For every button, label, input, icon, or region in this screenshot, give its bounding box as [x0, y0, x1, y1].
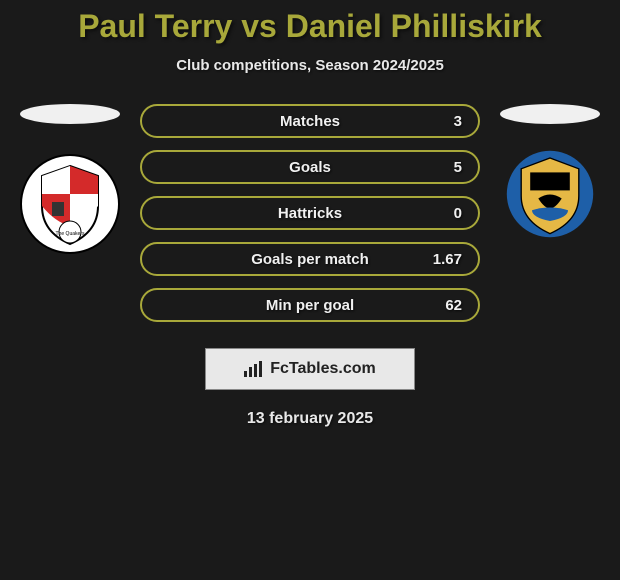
comparison-card: Paul Terry vs Daniel Philliskirk Club co…: [0, 0, 620, 428]
stat-label: Goals: [289, 159, 331, 176]
stat-label: Min per goal: [266, 297, 354, 314]
footer-brand-text: FcTables.com: [270, 360, 376, 378]
darlington-badge-icon: The Quakers: [20, 154, 120, 254]
stat-label: Matches: [280, 113, 340, 130]
date-label: 13 february 2025: [0, 410, 620, 428]
page-title: Paul Terry vs Daniel Philliskirk: [0, 8, 620, 45]
chart-icon: [244, 361, 264, 377]
stat-right-value: 5: [454, 159, 462, 176]
stat-row-goals-per-match: Goals per match 1.67: [140, 242, 480, 276]
stat-row-goals: Goals 5: [140, 150, 480, 184]
stat-right-value: 3: [454, 113, 462, 130]
subtitle: Club competitions, Season 2024/2025: [0, 57, 620, 74]
left-club-badge: The Quakers: [20, 154, 120, 254]
southport-badge-icon: [505, 149, 595, 239]
left-player-col: The Quakers: [10, 104, 130, 254]
stat-right-value: 0: [454, 205, 462, 222]
stat-right-value: 62: [445, 297, 462, 314]
right-player-col: [490, 104, 610, 244]
right-club-badge: [500, 144, 600, 244]
footer-brand[interactable]: FcTables.com: [205, 348, 415, 390]
svg-text:The Quakers: The Quakers: [56, 231, 85, 237]
stat-row-matches: Matches 3: [140, 104, 480, 138]
stat-row-hattricks: Hattricks 0: [140, 196, 480, 230]
stat-row-min-per-goal: Min per goal 62: [140, 288, 480, 322]
stat-label: Hattricks: [278, 205, 342, 222]
stat-label: Goals per match: [251, 251, 369, 268]
stat-right-value: 1.67: [433, 251, 462, 268]
right-name-pill: [500, 104, 600, 124]
left-name-pill: [20, 104, 120, 124]
main-row: The Quakers Matches 3 Goals 5 Hattricks …: [0, 104, 620, 322]
stats-column: Matches 3 Goals 5 Hattricks 0 Goals per …: [140, 104, 480, 322]
